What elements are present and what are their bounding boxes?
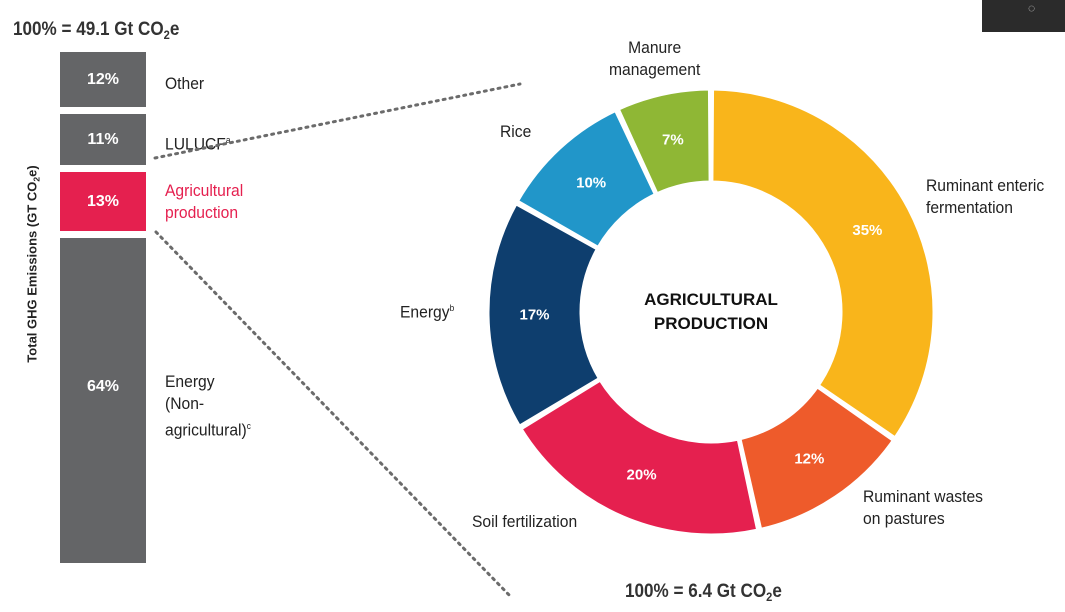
slice-label-ruminant-enteric-fermentation: Ruminant enteric fermentation: [926, 176, 1045, 217]
bar-segment-other: 12%: [60, 52, 146, 107]
donut-slice-soil-fertilization: [518, 378, 760, 537]
bar-label-other: Other: [165, 74, 205, 93]
slice-label-soil-fertilization: Soil fertilization: [472, 512, 578, 531]
bar-label-agricultural-production: Agricultural production: [165, 181, 244, 222]
bar-segment-other-value: 12%: [86, 70, 120, 88]
slice-label-energy: Energyb: [400, 302, 455, 322]
connector-line-bottom: [154, 230, 514, 600]
donut-slice-energy: [486, 201, 602, 429]
agricultural-total-label: 100% = 6.4 Gt CO2e: [625, 581, 782, 604]
bar-label-lulucf: LULUCFa: [165, 134, 231, 154]
corner-panel: [982, 0, 1065, 32]
donut-slice-manure-management: [616, 87, 712, 196]
bar-segment-agricultural-value: 13%: [86, 192, 120, 210]
bar-segment-lulucf: 11%: [60, 114, 146, 165]
slice-label-ruminant-wastes-on-pastures: Ruminant wastes on pastures: [863, 487, 983, 528]
donut-center-title: AGRICULTURAL PRODUCTION: [644, 290, 778, 333]
donut-slice-ruminant-enteric-fermentation: [710, 87, 936, 440]
total-emissions-label: 100% = 49.1 Gt CO2e: [13, 19, 180, 42]
bar-segment-energy-non-agricultural: 64%: [60, 238, 146, 563]
bar-segment-energy-value: 64%: [86, 378, 120, 395]
donut-value-soil-fertilization: 20%: [627, 466, 657, 483]
donut-slice-ruminant-wastes-on-pastures: [738, 384, 896, 532]
donut-value-manure-management: 7%: [662, 132, 684, 149]
bar-segment-lulucf-value: 11%: [87, 130, 119, 148]
donut-slice-rice: [515, 108, 658, 250]
bar-label-energy-non-agricultural: Energy (Non-agricultural)c: [165, 372, 251, 440]
bar-segment-agricultural-production: 13%: [60, 172, 146, 231]
donut-value-rice: 10%: [576, 174, 606, 191]
slice-label-manure-management: Manure management: [609, 38, 701, 79]
slice-label-rice: Rice: [500, 122, 532, 141]
donut-value-energy: 17%: [520, 307, 550, 324]
donut-value-ruminant-enteric-fermentation: 35%: [852, 222, 882, 239]
connector-line-top: [153, 82, 522, 160]
loading-icon: ◌: [1028, 1, 1036, 15]
donut-value-ruminant-wastes-on-pastures: 12%: [794, 451, 824, 468]
